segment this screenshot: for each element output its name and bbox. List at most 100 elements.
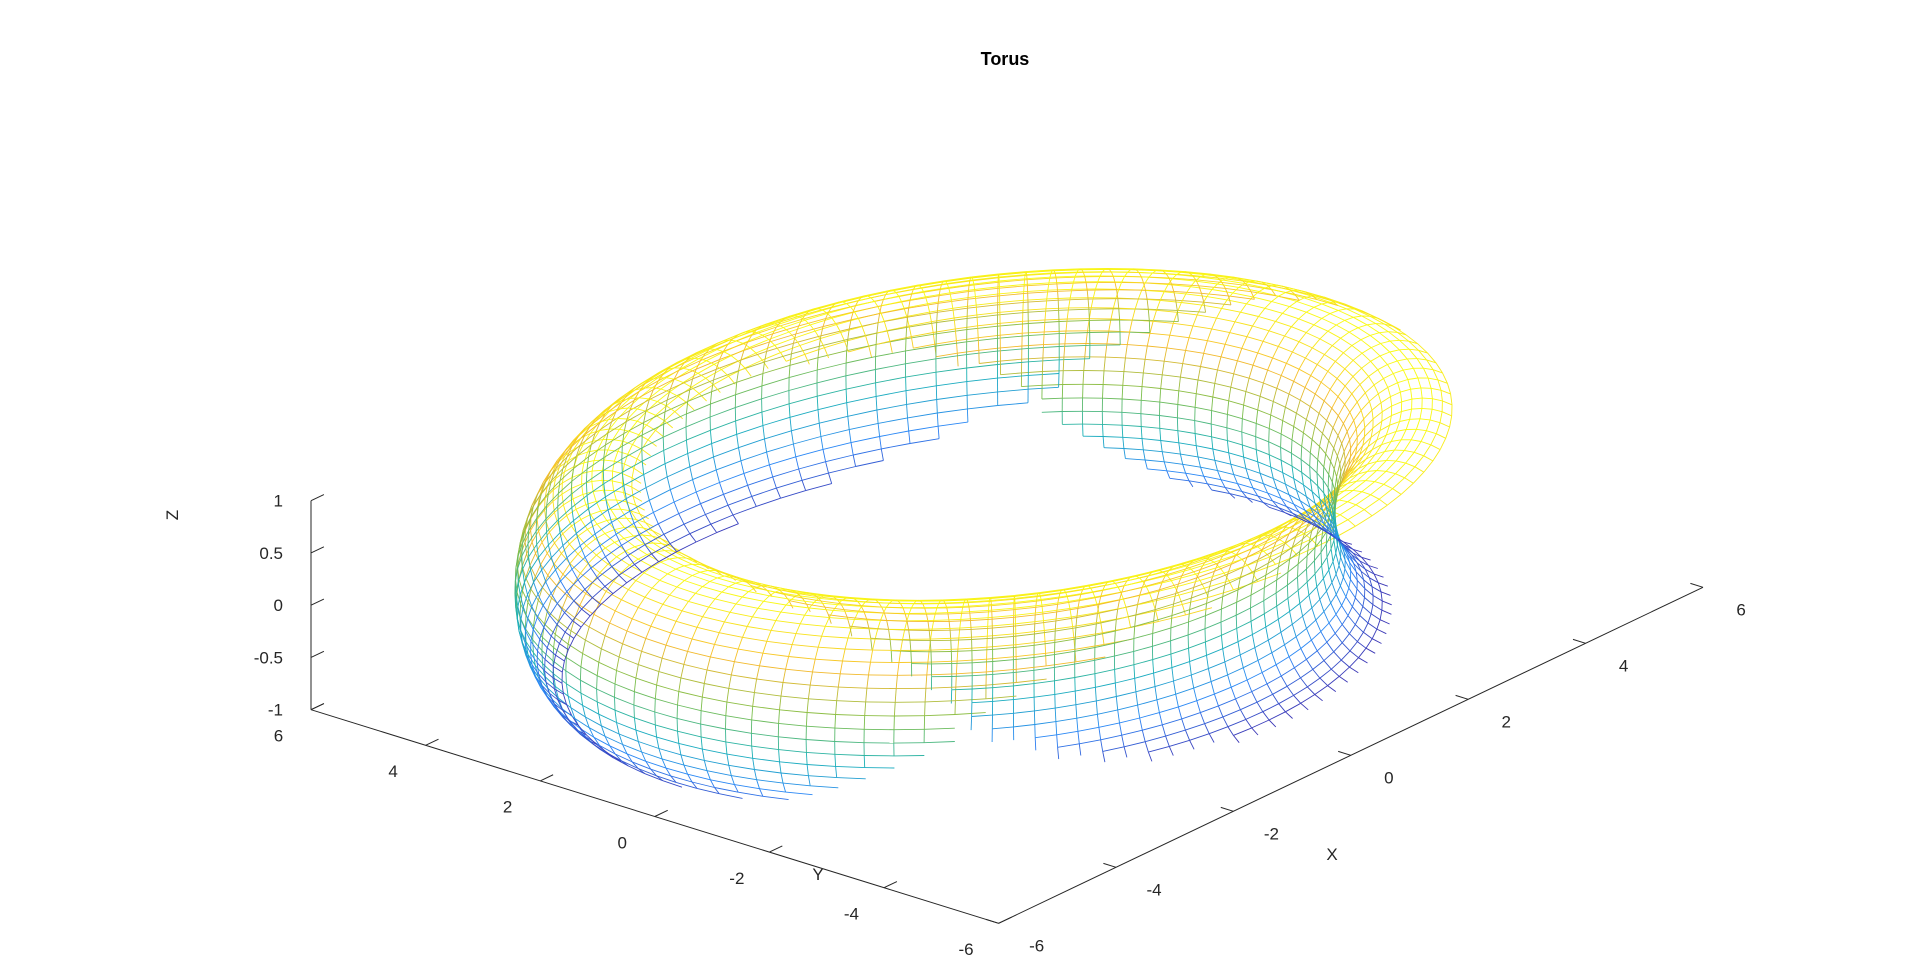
mesh-line [1189, 602, 1207, 611]
mesh-line [709, 391, 713, 405]
mesh-line [569, 724, 581, 735]
mesh-line [1213, 693, 1219, 707]
mesh-line [631, 607, 639, 620]
mesh-line [1041, 357, 1044, 372]
mesh-line [1242, 667, 1248, 681]
mesh-line [581, 597, 593, 610]
mesh-line [553, 666, 563, 673]
mesh-line [1127, 269, 1131, 273]
mesh-line [1182, 463, 1201, 468]
mesh-line [1413, 441, 1422, 453]
mesh-line [753, 678, 758, 693]
mesh-line [1226, 427, 1228, 441]
mesh-line [883, 612, 888, 621]
mesh-line [1159, 401, 1178, 405]
mesh-line [866, 674, 869, 689]
mesh-line [1250, 613, 1265, 622]
mesh-line [1362, 436, 1365, 446]
mesh-line [580, 666, 598, 677]
mesh-line [1141, 426, 1160, 429]
mesh-line [1024, 276, 1051, 280]
mesh-line [730, 355, 739, 362]
mesh-line [804, 312, 828, 321]
mesh-line [1212, 448, 1216, 461]
mesh-line [1095, 613, 1098, 624]
mesh-line [910, 651, 912, 664]
mesh-line [1379, 332, 1391, 342]
mesh-line [992, 699, 1014, 702]
mesh-line [1196, 693, 1215, 702]
mesh-line [1358, 647, 1367, 658]
mesh-line [524, 630, 532, 642]
mesh-line [669, 391, 679, 397]
mesh-line [1188, 337, 1208, 342]
mesh-line [1271, 644, 1285, 654]
mesh-line [703, 760, 708, 771]
mesh-line [1399, 392, 1403, 402]
mesh-line [1257, 396, 1261, 410]
mesh-line [1040, 591, 1066, 596]
mesh-line [696, 482, 720, 493]
mesh-line [1339, 585, 1347, 598]
mesh-line [907, 417, 910, 432]
mesh-line [1358, 657, 1368, 664]
mesh-line [1241, 490, 1258, 497]
mesh-line [1352, 454, 1361, 464]
mesh-line [1335, 594, 1343, 606]
mesh-line [638, 534, 646, 545]
mesh-line [1233, 474, 1238, 484]
mesh-line [1302, 607, 1313, 617]
mesh-line [1392, 325, 1401, 331]
mesh-line [701, 749, 705, 761]
mesh-line [1033, 666, 1055, 671]
mesh-line [700, 503, 706, 515]
mesh-line [836, 700, 866, 703]
mesh-line [1323, 611, 1330, 624]
mesh-line [872, 639, 876, 651]
mesh-line [592, 430, 601, 442]
mesh-line [666, 388, 671, 401]
mesh-line [778, 709, 780, 724]
mesh-line [721, 591, 743, 598]
mesh-line [1364, 427, 1374, 437]
mesh-line [1214, 382, 1231, 388]
mesh-line [1420, 387, 1423, 399]
mesh-line [1220, 479, 1226, 488]
mesh-line [1239, 570, 1256, 579]
mesh-line [1055, 717, 1077, 723]
mesh-line [1306, 547, 1316, 557]
mesh-line [1356, 471, 1368, 482]
mesh-line [604, 622, 611, 636]
mesh-line [1173, 597, 1192, 605]
mesh-line [1305, 357, 1318, 365]
mesh-line [1064, 330, 1067, 344]
mesh-line [621, 459, 623, 473]
mesh-line [939, 291, 969, 297]
mesh-line [611, 555, 628, 567]
mesh-line [713, 355, 732, 365]
mesh-line [579, 545, 586, 558]
mesh-line [1419, 408, 1423, 419]
mesh-line [1162, 451, 1181, 455]
mesh-line [1287, 559, 1291, 573]
mesh-line [1349, 562, 1357, 573]
mesh-line [626, 410, 647, 422]
mesh-line [591, 432, 609, 445]
mesh-line [1349, 468, 1359, 479]
mesh-line [1335, 361, 1346, 370]
mesh-line [1388, 331, 1398, 333]
mesh-line [621, 472, 625, 486]
mesh-line [804, 607, 810, 616]
mesh-line [1323, 493, 1327, 506]
mesh-line [1272, 346, 1279, 359]
mesh-line [1166, 347, 1186, 351]
mesh-line [1369, 577, 1379, 584]
mesh-line [1167, 568, 1192, 577]
y-tick-label: -4 [844, 905, 859, 924]
mesh-line [1344, 404, 1351, 413]
mesh-line [1368, 577, 1373, 587]
mesh-line [1375, 323, 1385, 325]
mesh-line [868, 662, 871, 675]
mesh-line [1275, 656, 1290, 666]
mesh-line [633, 704, 635, 718]
